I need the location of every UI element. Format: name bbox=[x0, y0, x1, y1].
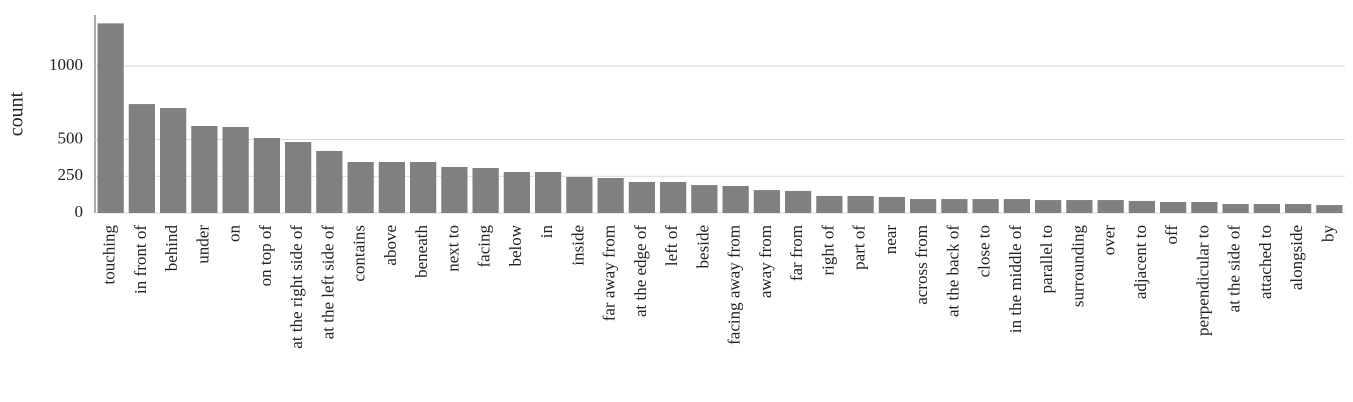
bar bbox=[1128, 200, 1155, 213]
x-tick-label: facing away from bbox=[725, 225, 744, 345]
x-tick-label: surrounding bbox=[1068, 225, 1087, 308]
bar bbox=[1285, 204, 1312, 213]
bar bbox=[941, 199, 968, 213]
bar bbox=[316, 150, 343, 213]
x-tick-label: right of bbox=[818, 225, 837, 276]
bar bbox=[1097, 200, 1124, 213]
x-tick-label: on bbox=[225, 225, 244, 243]
bar bbox=[1191, 201, 1218, 213]
bar bbox=[410, 161, 437, 213]
x-tick-label: far from bbox=[787, 225, 806, 281]
x-tick-label: attached to bbox=[1256, 225, 1275, 299]
bar bbox=[1160, 201, 1187, 213]
bar bbox=[660, 181, 687, 213]
y-tick-label: 500 bbox=[58, 128, 84, 147]
bar bbox=[285, 141, 312, 213]
x-tick-label: below bbox=[506, 224, 525, 266]
x-tick-label: beside bbox=[693, 225, 712, 268]
bar bbox=[128, 104, 155, 213]
x-tick-label: far away from bbox=[600, 225, 619, 321]
bar bbox=[597, 178, 624, 213]
x-tick-label: at the side of bbox=[1225, 225, 1244, 313]
x-tick-label: beneath bbox=[412, 225, 431, 278]
bar bbox=[1035, 200, 1062, 213]
x-tick-label: left of bbox=[662, 225, 681, 266]
bar bbox=[1066, 200, 1093, 213]
bar bbox=[1253, 204, 1280, 213]
bar bbox=[253, 138, 280, 213]
x-tick-label: away from bbox=[756, 225, 775, 298]
x-tick-label: behind bbox=[162, 225, 181, 272]
x-tick-label: under bbox=[193, 225, 212, 264]
x-tick-label: next to bbox=[443, 225, 462, 272]
x-tick-label: on top of bbox=[256, 225, 275, 287]
x-tick-label: by bbox=[1318, 225, 1337, 243]
x-tick-label: touching bbox=[100, 225, 119, 285]
x-tick-label: contains bbox=[350, 225, 369, 282]
x-tick-label: at the right side of bbox=[287, 225, 306, 349]
x-tick-label: alongside bbox=[1287, 225, 1306, 290]
bar bbox=[910, 199, 937, 213]
bar bbox=[816, 195, 843, 213]
bar bbox=[1222, 204, 1249, 213]
x-tick-label: at the back of bbox=[943, 225, 962, 317]
x-tick-label: at the left side of bbox=[318, 225, 337, 340]
bar bbox=[628, 181, 655, 213]
x-tick-label: near bbox=[881, 225, 900, 255]
x-tick-label: inside bbox=[568, 225, 587, 266]
bar bbox=[691, 185, 718, 213]
bar bbox=[503, 171, 530, 213]
x-tick-label: in the middle of bbox=[1006, 225, 1025, 333]
bar bbox=[753, 190, 780, 213]
bar bbox=[441, 166, 468, 213]
y-tick-label: 1000 bbox=[49, 55, 83, 74]
x-tick-label: adjacent to bbox=[1131, 225, 1150, 299]
bar bbox=[972, 199, 999, 213]
bar bbox=[1316, 205, 1343, 213]
bar bbox=[566, 176, 593, 213]
y-tick-label: 0 bbox=[75, 202, 84, 221]
bar bbox=[847, 195, 874, 213]
bar bbox=[191, 125, 218, 213]
y-tick-label: 250 bbox=[58, 165, 84, 184]
bar bbox=[347, 161, 374, 213]
x-tick-label: across from bbox=[912, 225, 931, 305]
bar bbox=[222, 127, 249, 213]
bar bbox=[785, 190, 812, 213]
bar bbox=[160, 108, 187, 213]
x-tick-label: above bbox=[381, 225, 400, 266]
bar bbox=[722, 185, 749, 213]
x-tick-label: at the edge of bbox=[631, 225, 650, 317]
bar bbox=[97, 23, 124, 214]
x-tick-label: parallel to bbox=[1037, 225, 1056, 293]
bar bbox=[472, 168, 499, 213]
x-tick-label: perpendicular to bbox=[1193, 225, 1212, 336]
y-axis-label: count bbox=[6, 91, 28, 136]
x-tick-label: in front of bbox=[131, 225, 150, 294]
bar bbox=[1003, 199, 1030, 213]
x-tick-label: facing bbox=[475, 225, 494, 268]
bar bbox=[378, 161, 405, 213]
x-tick-label: in bbox=[537, 225, 556, 239]
x-tick-label: close to bbox=[975, 225, 994, 277]
x-tick-label: over bbox=[1100, 225, 1119, 256]
bar bbox=[878, 196, 905, 213]
x-tick-label: part of bbox=[850, 225, 869, 270]
bar bbox=[535, 171, 562, 213]
x-tick-label: off bbox=[1162, 225, 1181, 245]
